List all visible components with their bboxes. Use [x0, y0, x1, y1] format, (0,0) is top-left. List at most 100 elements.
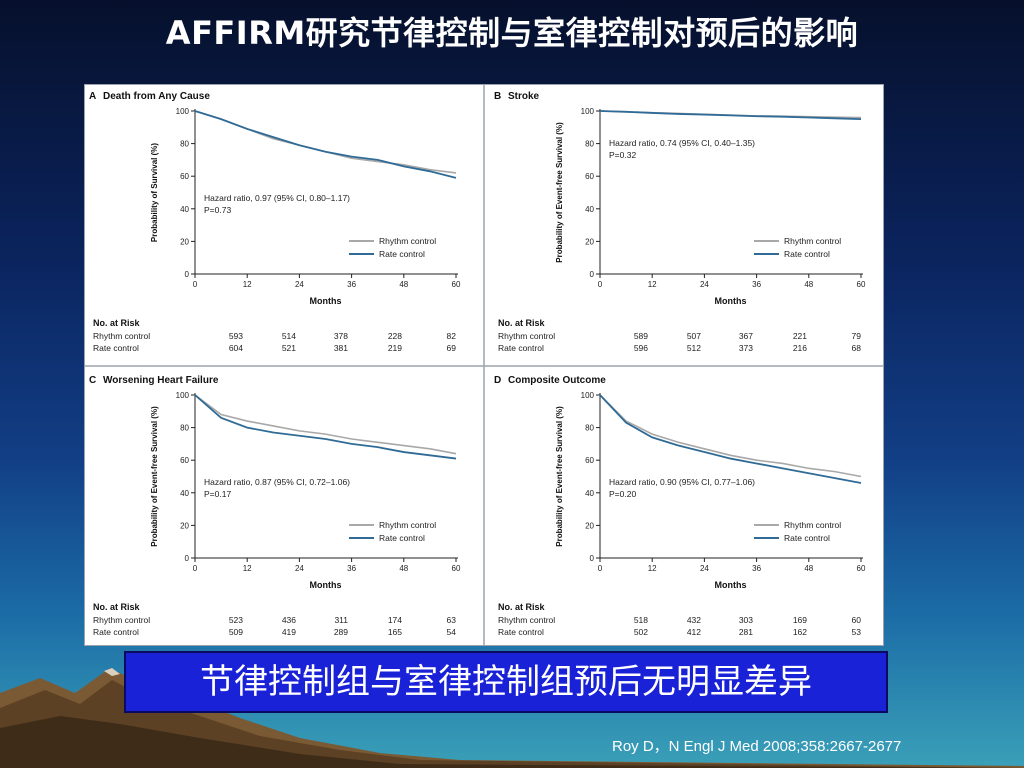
- risk-cell: 521: [282, 343, 296, 353]
- risk-cell: 596: [634, 343, 648, 353]
- x-tick-label: 24: [700, 564, 709, 573]
- legend-label: Rhythm control: [379, 236, 436, 246]
- risk-cell: 281: [739, 627, 753, 637]
- legend-label: Rhythm control: [784, 520, 841, 530]
- x-tick-label: 48: [804, 280, 813, 289]
- y-tick-label: 40: [585, 489, 594, 498]
- hazard-annotation: P=0.20: [609, 489, 636, 499]
- x-tick-label: 60: [857, 280, 866, 289]
- risk-table-header: No. at Risk: [93, 318, 141, 328]
- y-tick-label: 60: [585, 456, 594, 465]
- x-tick-label: 24: [700, 280, 709, 289]
- risk-cell: 69: [447, 343, 457, 353]
- y-tick-label: 0: [185, 270, 190, 279]
- risk-cell: 289: [334, 627, 348, 637]
- risk-cell: 381: [334, 343, 348, 353]
- y-tick-label: 60: [180, 456, 189, 465]
- risk-cell: 412: [687, 627, 701, 637]
- y-tick-label: 20: [180, 237, 189, 246]
- risk-cell: 82: [447, 331, 457, 341]
- x-tick-label: 60: [857, 564, 866, 573]
- risk-cell: 378: [334, 331, 348, 341]
- risk-cell: 509: [229, 627, 243, 637]
- risk-cell: 432: [687, 615, 701, 625]
- risk-cell: 54: [447, 627, 457, 637]
- y-axis-label: Probability of Survival (%): [150, 143, 159, 242]
- km-figure-panel: A Death from Any Cause 0 20 40 60 80 100 0 12 24 36…: [84, 84, 884, 646]
- risk-cell: 60: [852, 615, 862, 625]
- risk-row-label: Rhythm control: [498, 331, 555, 341]
- risk-cell: 507: [687, 331, 701, 341]
- chart-panel-b: B Stroke 0 20 40 60 80 100 0 12 24 36 48 60 Months Prob…: [494, 91, 866, 353]
- y-tick-label: 20: [585, 237, 594, 246]
- y-tick-label: 40: [180, 205, 189, 214]
- legend-label: Rate control: [379, 533, 425, 543]
- risk-cell: 523: [229, 615, 243, 625]
- risk-row-label: Rhythm control: [93, 615, 150, 625]
- risk-cell: 68: [852, 343, 862, 353]
- hazard-annotation: Hazard ratio, 0.87 (95% CI, 0.72–1.06): [204, 477, 350, 487]
- x-tick-label: 36: [347, 564, 356, 573]
- x-tick-label: 48: [399, 564, 408, 573]
- y-tick-label: 60: [180, 172, 189, 181]
- y-axis-label: Probability of Event-free Survival (%): [555, 122, 564, 263]
- legend-label: Rate control: [784, 533, 830, 543]
- risk-row-label: Rate control: [498, 343, 544, 353]
- x-tick-label: 12: [648, 564, 657, 573]
- panel-title: Worsening Heart Failure: [103, 375, 219, 386]
- risk-cell: 436: [282, 615, 296, 625]
- risk-cell: 216: [793, 343, 807, 353]
- risk-cell: 514: [282, 331, 296, 341]
- panel-title: Composite Outcome: [508, 375, 606, 386]
- risk-row-label: Rate control: [93, 627, 139, 637]
- y-tick-label: 0: [590, 554, 595, 563]
- panel-letter: C: [89, 375, 96, 386]
- x-tick-label: 12: [243, 280, 252, 289]
- risk-cell: 174: [388, 615, 402, 625]
- y-axis-label: Probability of Event-free Survival (%): [150, 406, 159, 547]
- panel-title: Death from Any Cause: [103, 91, 210, 102]
- risk-cell: 373: [739, 343, 753, 353]
- panel-letter: D: [494, 375, 501, 386]
- legend-label: Rate control: [379, 249, 425, 259]
- series-line-rate-control: [599, 394, 862, 484]
- panel-title: Stroke: [508, 91, 540, 102]
- x-tick-label: 0: [598, 280, 603, 289]
- x-tick-label: 12: [648, 280, 657, 289]
- series-line-rate-control: [194, 394, 457, 460]
- x-tick-label: 24: [295, 280, 304, 289]
- risk-cell: 593: [229, 331, 243, 341]
- y-tick-label: 80: [180, 140, 189, 149]
- risk-cell: 165: [388, 627, 402, 637]
- risk-cell: 419: [282, 627, 296, 637]
- risk-table-header: No. at Risk: [498, 318, 546, 328]
- risk-cell: 228: [388, 331, 402, 341]
- x-axis-label: Months: [715, 296, 747, 306]
- x-tick-label: 0: [193, 280, 198, 289]
- km-charts-svg: A Death from Any Cause 0 20 40 60 80 100 0 12 24 36…: [85, 85, 883, 645]
- series-line-rhythm-control: [194, 394, 457, 455]
- x-axis-label: Months: [310, 580, 342, 590]
- hazard-annotation: P=0.17: [204, 489, 231, 499]
- hazard-annotation: P=0.32: [609, 150, 636, 160]
- mountain-backdrop: [0, 668, 1024, 768]
- slide-title: AFFIRM研究节律控制与室律控制对预后的影响: [165, 14, 859, 52]
- risk-cell: 512: [687, 343, 701, 353]
- risk-cell: 502: [634, 627, 648, 637]
- x-axis-label: Months: [310, 296, 342, 306]
- risk-cell: 367: [739, 331, 753, 341]
- series-line-rhythm-control: [194, 110, 457, 174]
- chart-panel-a: A Death from Any Cause 0 20 40 60 80 100 0 12 24 36…: [89, 91, 461, 353]
- y-tick-label: 40: [585, 205, 594, 214]
- y-tick-label: 100: [581, 391, 595, 400]
- x-tick-label: 36: [752, 564, 761, 573]
- series-line-rhythm-control: [599, 394, 862, 478]
- panel-letter: B: [494, 91, 501, 102]
- risk-table-header: No. at Risk: [93, 602, 141, 612]
- risk-cell: 311: [334, 615, 348, 625]
- risk-cell: 162: [793, 627, 807, 637]
- x-tick-label: 12: [243, 564, 252, 573]
- x-tick-label: 24: [295, 564, 304, 573]
- x-tick-label: 0: [598, 564, 603, 573]
- risk-cell: 79: [852, 331, 862, 341]
